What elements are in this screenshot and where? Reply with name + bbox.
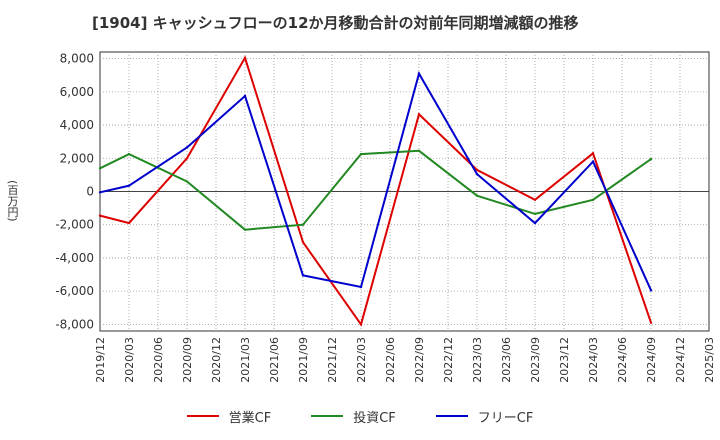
y-tick-label: 4,000	[60, 118, 94, 132]
data-point	[533, 198, 537, 202]
legend-swatch	[186, 415, 219, 417]
x-tick-label: 2025/03	[703, 337, 716, 383]
x-tick-label: 2019/12	[94, 337, 107, 383]
x-tick-label: 2023/06	[500, 337, 513, 383]
x-tick-label: 2020/09	[181, 337, 194, 383]
data-point	[417, 72, 421, 75]
x-tick-label: 2024/09	[645, 337, 658, 383]
data-point	[127, 184, 131, 187]
x-tick-label: 2022/06	[384, 337, 397, 383]
y-tick-label: 0	[86, 185, 94, 199]
y-tick-label: -8,000	[55, 317, 94, 331]
data-point	[591, 160, 595, 163]
x-tick-label: 2024/12	[674, 337, 687, 383]
y-tick-label: -4,000	[55, 251, 94, 265]
data-point	[301, 240, 305, 244]
data-point	[359, 152, 363, 156]
legend-item: 投資CF	[311, 406, 396, 426]
data-point	[475, 172, 479, 176]
chart-title: [1904] キャッシュフローの12か月移動合計の対前年同期増減額の推移	[92, 14, 579, 32]
data-point	[591, 198, 595, 202]
data-point	[301, 223, 305, 226]
x-tick-label: 2020/06	[152, 337, 165, 383]
x-tick-label: 2020/12	[210, 337, 223, 383]
data-point	[98, 214, 102, 217]
data-point	[359, 323, 363, 326]
y-tick-label: 8,000	[60, 52, 94, 66]
data-point	[185, 146, 189, 149]
x-tick-label: 2021/09	[297, 337, 310, 383]
x-tick-label: 2023/12	[558, 337, 571, 383]
x-tick-label: 2024/03	[587, 337, 600, 383]
data-point	[127, 152, 131, 156]
data-point	[359, 285, 363, 289]
y-tick-label: -2,000	[55, 218, 94, 232]
x-tick-label: 2023/03	[471, 337, 484, 383]
data-point	[417, 149, 421, 153]
y-axis-label: (百万円)	[6, 180, 19, 222]
data-point	[185, 180, 189, 183]
x-tick-label: 2024/06	[616, 337, 629, 383]
y-tick-label: 6,000	[60, 85, 94, 99]
legend-item: 営業CF	[186, 406, 272, 426]
x-tick-label: 2021/03	[239, 337, 252, 383]
data-point	[417, 113, 421, 116]
data-point	[475, 194, 479, 197]
chart-legend: 営業CF 投資CF フリーCF	[0, 406, 720, 426]
x-tick-label: 2022/09	[413, 337, 426, 383]
data-point	[243, 228, 247, 231]
data-point	[591, 152, 595, 155]
data-point	[243, 56, 247, 60]
data-point	[127, 221, 131, 225]
x-tick-label: 2023/09	[529, 337, 542, 383]
legend-label: フリーCF	[477, 410, 534, 426]
x-tick-label: 2021/06	[268, 337, 281, 383]
legend-item: フリーCF	[435, 406, 534, 426]
legend-swatch	[311, 415, 344, 417]
legend-swatch	[435, 415, 468, 417]
x-tick-label: 2022/03	[355, 337, 368, 383]
data-point	[98, 167, 102, 170]
data-point	[649, 321, 653, 324]
data-point	[649, 289, 653, 292]
data-point	[243, 94, 247, 98]
data-point	[533, 221, 537, 225]
x-tick-label: 2020/03	[123, 337, 136, 383]
y-tick-label: -6,000	[55, 284, 94, 298]
legend-label: 投資CF	[353, 410, 396, 426]
x-tick-label: 2021/12	[326, 337, 339, 383]
legend-label: 営業CF	[228, 410, 272, 426]
y-tick-label: 2,000	[60, 151, 94, 165]
data-point	[185, 157, 189, 160]
data-point	[301, 274, 305, 277]
x-tick-label: 2022/12	[442, 337, 455, 383]
data-point	[98, 191, 102, 194]
data-point	[533, 212, 537, 216]
data-point	[649, 157, 653, 161]
data-point	[475, 168, 479, 172]
